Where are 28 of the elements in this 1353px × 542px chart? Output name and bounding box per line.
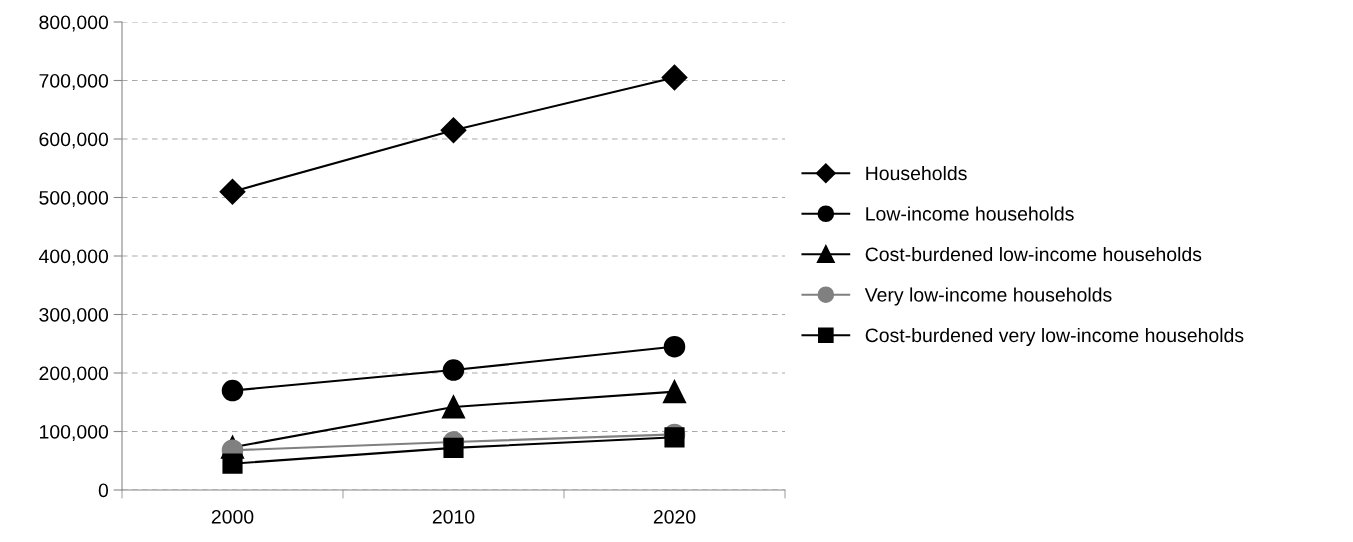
y-tick-label: 400,000 xyxy=(38,249,109,266)
point xyxy=(440,117,467,144)
point xyxy=(664,427,685,448)
point xyxy=(442,395,465,419)
y-tick-label: 700,000 xyxy=(39,73,109,91)
legend-label: Low-income households xyxy=(866,206,1074,221)
point xyxy=(443,437,464,458)
legend-label: Very low-income households xyxy=(864,287,1112,306)
point xyxy=(219,178,246,205)
x-tick-label: 2000 xyxy=(211,509,254,524)
legend-label: Cost-burdened low-income households xyxy=(865,246,1202,262)
point xyxy=(661,64,688,91)
x-tick-label: 2010 xyxy=(432,509,475,524)
y-tick-label: 200,000 xyxy=(39,366,109,383)
point xyxy=(663,335,686,358)
legend-label: Households xyxy=(866,165,967,181)
y-tick-label: 100,000 xyxy=(40,424,109,442)
point xyxy=(442,359,465,381)
point xyxy=(222,453,243,474)
y-tick-label: 800,000 xyxy=(39,15,109,32)
x-tick-label: 2020 xyxy=(653,509,696,524)
y-tick-label: 0 xyxy=(98,483,109,498)
y-tick-label: 500,000 xyxy=(39,190,109,208)
legend-label: Cost-burdened very low-income households xyxy=(865,327,1244,347)
point xyxy=(221,379,244,402)
y-tick-label: 300,000 xyxy=(39,307,109,325)
y-tick-label: 600,000 xyxy=(39,132,109,149)
point xyxy=(663,380,686,404)
